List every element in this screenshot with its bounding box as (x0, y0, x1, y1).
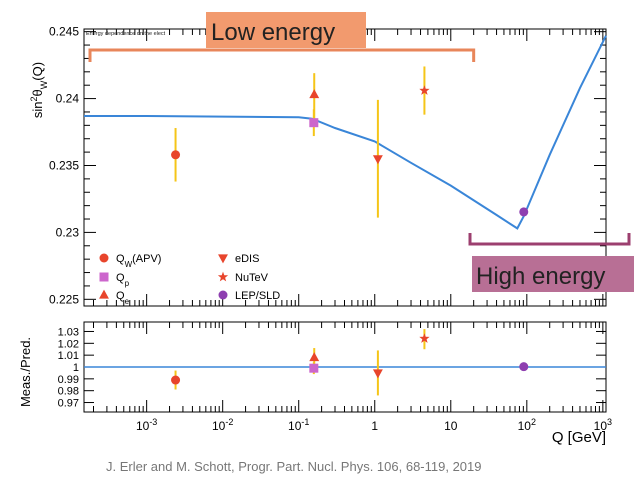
y-tick-label-main: 0.24 (56, 92, 80, 106)
legend-label: Qe (116, 290, 130, 306)
legend-marker (99, 272, 109, 282)
high-energy-bracket (468, 233, 631, 246)
marker-main (171, 150, 181, 160)
marker-main (372, 155, 383, 165)
x-tick-label: 10-3 (136, 417, 157, 433)
legend-marker (217, 271, 229, 282)
legend-label: QW(APV) (116, 253, 161, 269)
y-axis-label-ratio: Meas./Pred. (18, 337, 33, 407)
marker-ratio (171, 375, 181, 385)
x-tick-label: 102 (518, 417, 536, 433)
marker-main (309, 89, 320, 99)
legend-label: NuTeV (235, 272, 269, 284)
x-tick-label: 10 (444, 419, 458, 433)
legend-marker (218, 290, 228, 300)
y-tick-label-main: 0.23 (56, 225, 80, 239)
x-tick-label: 1 (371, 419, 378, 433)
x-tick-label: 10-1 (288, 417, 309, 433)
high-energy-annotation: High energy (468, 233, 634, 292)
legend-marker (99, 253, 109, 263)
legend-label: eDIS (235, 253, 259, 265)
marker-main (419, 85, 430, 95)
markers-ratio (171, 333, 529, 385)
x-tick-label: 10-2 (212, 417, 233, 433)
marker-ratio (309, 363, 319, 373)
y-tick-label-ratio: 1.02 (58, 338, 79, 350)
y-tick-label-ratio: 0.98 (58, 386, 79, 398)
x-tick-labels: 10-3 10-2 10-1 1 10 102 103 (136, 417, 612, 433)
marker-ratio (372, 369, 383, 379)
y-tick-labels-main: 0.225 0.23 0.235 0.24 0.245 (49, 25, 79, 307)
legend-marker (99, 289, 109, 299)
marker-ratio (309, 352, 320, 362)
legend-label: LEP/SLD (235, 290, 280, 302)
error-bars-main (174, 66, 525, 218)
low-energy-label: Low energy (211, 19, 335, 46)
y-tick-label-main: 0.235 (49, 158, 79, 172)
small-chart-title: Energy dependence on the elect (86, 31, 166, 37)
citation: J. Erler and M. Schott, Progr. Part. Nuc… (106, 459, 482, 474)
y-tick-label-ratio: 1 (73, 362, 79, 374)
high-energy-label-box (472, 256, 634, 292)
y-tick-label-ratio: 0.99 (58, 374, 79, 386)
marker-ratio (419, 333, 430, 343)
error-bars-ratio (174, 329, 525, 396)
x-axis-label: Q [GeV] (552, 429, 606, 446)
legend-label: Qp (116, 272, 130, 288)
low-energy-bracket (88, 48, 476, 62)
marker-main (519, 207, 529, 217)
y-tick-label-ratio: 1.01 (58, 350, 79, 362)
high-energy-label: High energy (476, 263, 605, 290)
marker-ratio (519, 362, 529, 372)
markers-main (171, 85, 529, 217)
ratio-axis-ticks (84, 322, 606, 412)
legend-marker (218, 254, 228, 264)
marker-main (309, 118, 319, 128)
low-energy-annotation: Low energy (88, 12, 476, 62)
legend: QW(APV) Qp Qe eDIS NuTeV LEP/SLD (99, 253, 280, 306)
y-tick-label-main: 0.225 (49, 292, 79, 306)
y-tick-label-ratio: 0.97 (58, 398, 79, 410)
y-axis-label-main: sin2θW(Q) (29, 62, 49, 118)
prediction-curve-main (84, 35, 607, 230)
y-tick-label-main: 0.245 (49, 25, 79, 39)
low-energy-label-box (206, 12, 366, 48)
y-tick-label-ratio: 1.03 (58, 326, 79, 338)
